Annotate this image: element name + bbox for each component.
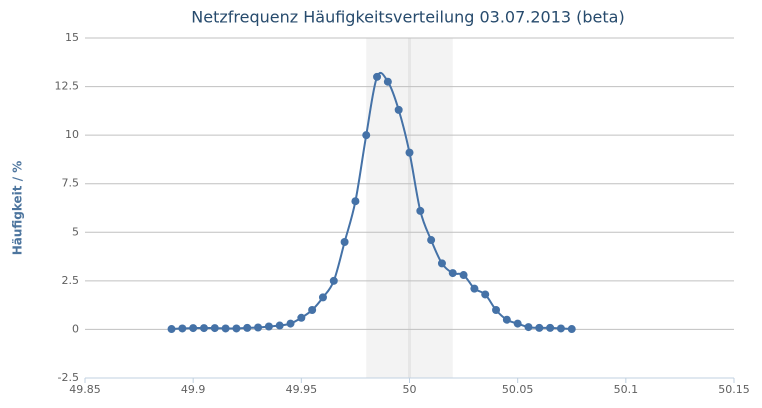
y-axis-title: Häufigkeit / % <box>11 161 25 256</box>
data-point <box>437 259 446 268</box>
data-point <box>535 323 544 332</box>
y-tick-label: 2.5 <box>62 274 80 287</box>
x-tick-label: 50.05 <box>502 383 534 396</box>
x-tick-label: 50.1 <box>614 383 639 396</box>
data-point <box>351 197 360 206</box>
x-tick-label: 49.9 <box>181 383 206 396</box>
data-point <box>189 324 198 333</box>
data-point <box>167 325 176 334</box>
data-point <box>254 323 263 332</box>
data-point <box>329 276 338 285</box>
data-point <box>232 324 241 333</box>
data-point <box>297 313 306 322</box>
data-point <box>373 72 382 81</box>
y-tick-label: 7.5 <box>62 177 80 190</box>
data-point <box>318 293 327 302</box>
data-point <box>178 324 187 333</box>
y-tick-label: 0 <box>72 322 79 335</box>
y-tick-label: 5 <box>72 225 79 238</box>
x-tick-label: 50 <box>403 383 417 396</box>
data-point <box>286 319 295 328</box>
data-point <box>199 324 208 333</box>
data-point <box>459 271 468 280</box>
data-point <box>275 321 284 330</box>
data-point <box>221 324 230 333</box>
x-tick-label: 49.85 <box>69 383 101 396</box>
data-point <box>405 148 414 157</box>
x-tick-label: 50.15 <box>718 383 750 396</box>
data-point <box>308 306 317 314</box>
data-point <box>524 323 533 332</box>
data-point <box>383 77 392 86</box>
data-point <box>210 324 219 333</box>
data-point <box>264 322 273 331</box>
data-point <box>243 323 252 332</box>
data-point <box>481 290 490 299</box>
data-point <box>470 284 479 293</box>
data-point <box>567 325 576 334</box>
data-point <box>416 206 425 215</box>
data-point <box>546 323 555 332</box>
chart-title: Netzfrequenz Häufigkeitsverteilung 03.07… <box>191 8 624 27</box>
data-point <box>427 236 436 245</box>
data-point <box>556 324 565 333</box>
data-point <box>513 319 522 328</box>
data-point <box>448 269 457 278</box>
y-tick-label: 10 <box>65 128 79 141</box>
data-point <box>502 315 511 324</box>
data-point <box>362 131 371 140</box>
y-tick-label: 15 <box>65 31 79 44</box>
data-point <box>394 105 403 114</box>
x-tick-label: 49.95 <box>286 383 318 396</box>
data-point <box>492 306 501 314</box>
y-tick-label: 12.5 <box>55 80 80 93</box>
data-point <box>340 238 349 246</box>
y-tick-label: -2.5 <box>58 371 79 384</box>
